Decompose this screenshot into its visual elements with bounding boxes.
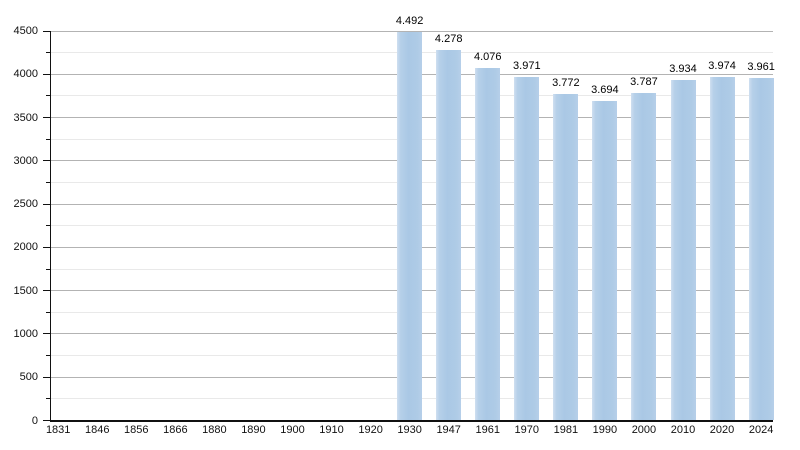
y-major-tick [43,117,50,119]
x-axis-label: 1961 [475,424,500,436]
bar-value-label: 3.974 [708,59,736,72]
bar [397,31,423,421]
x-axis-label: 1920 [358,424,383,436]
bar-value-label: 4.278 [434,33,463,46]
x-axis-label: 2020 [709,424,735,436]
bar [514,76,540,421]
bar-value-label: 4.076 [473,50,502,63]
x-axis-label: 1866 [163,424,188,436]
x-axis-label: 1890 [241,424,266,436]
y-axis-label: 1000 [13,327,38,340]
y-major-tick [43,30,50,32]
bar-value-label: 3.772 [552,77,580,89]
y-axis-label: 3000 [13,154,38,167]
y-major-tick [43,73,50,75]
bar [709,76,735,421]
y-minor-tick [45,95,50,97]
bar-value-label: 3.694 [591,83,619,96]
bar [475,67,501,421]
bar-value-label: 3.971 [513,59,541,72]
x-axis-label: 1947 [436,424,461,436]
y-axis-label: 500 [19,371,38,384]
bar-value-label: 4.492 [395,14,424,27]
y-major-tick [43,420,50,421]
y-axis-label: 4000 [13,68,38,81]
bar [631,92,657,421]
x-axis-label: 1856 [124,424,149,436]
y-axis-label: 2000 [13,241,38,254]
y-major-tick [43,290,50,292]
x-axis-label: 2000 [631,424,657,436]
bar-value-label: 3.961 [747,60,775,73]
bar [670,79,696,421]
x-axis-label: 1990 [592,424,618,436]
y-minor-tick [45,355,50,357]
x-axis-label: 1981 [553,424,579,436]
x-axis-label: 1970 [514,424,540,436]
y-minor-tick [45,181,50,183]
x-axis-line [50,420,773,422]
x-axis-label: 1900 [280,424,305,436]
x-axis-label: 2010 [670,424,696,436]
y-axis-line [49,31,51,422]
x-axis-label: 1846 [85,424,110,436]
x-axis-label: 1880 [202,424,227,436]
y-major-tick [43,376,50,378]
y-axis-label: 3500 [13,111,38,124]
major-gridline [50,30,773,32]
y-axis-label: 2500 [13,198,38,211]
x-axis-label: 1831 [45,424,71,436]
y-axis-label: 4500 [13,25,38,37]
y-axis-label: 0 [31,414,38,427]
bar [436,50,462,421]
y-minor-tick [45,268,50,270]
bar [553,94,579,421]
y-minor-tick [45,52,50,54]
y-minor-tick [45,311,50,313]
x-axis-label: 1910 [319,424,344,436]
bar-value-label: 3.787 [630,75,658,88]
y-major-tick [43,203,50,205]
x-axis-label: 1930 [397,424,422,436]
bar-value-label: 3.934 [669,62,697,75]
y-major-tick [43,160,50,162]
y-minor-tick [45,225,50,227]
y-major-tick [43,246,50,248]
y-major-tick [43,333,50,335]
y-minor-tick [45,398,50,400]
x-axis-label: 2024 [748,424,774,436]
bar [592,100,618,421]
y-axis-label: 1500 [13,284,38,297]
y-minor-tick [45,138,50,140]
bar [748,77,774,421]
